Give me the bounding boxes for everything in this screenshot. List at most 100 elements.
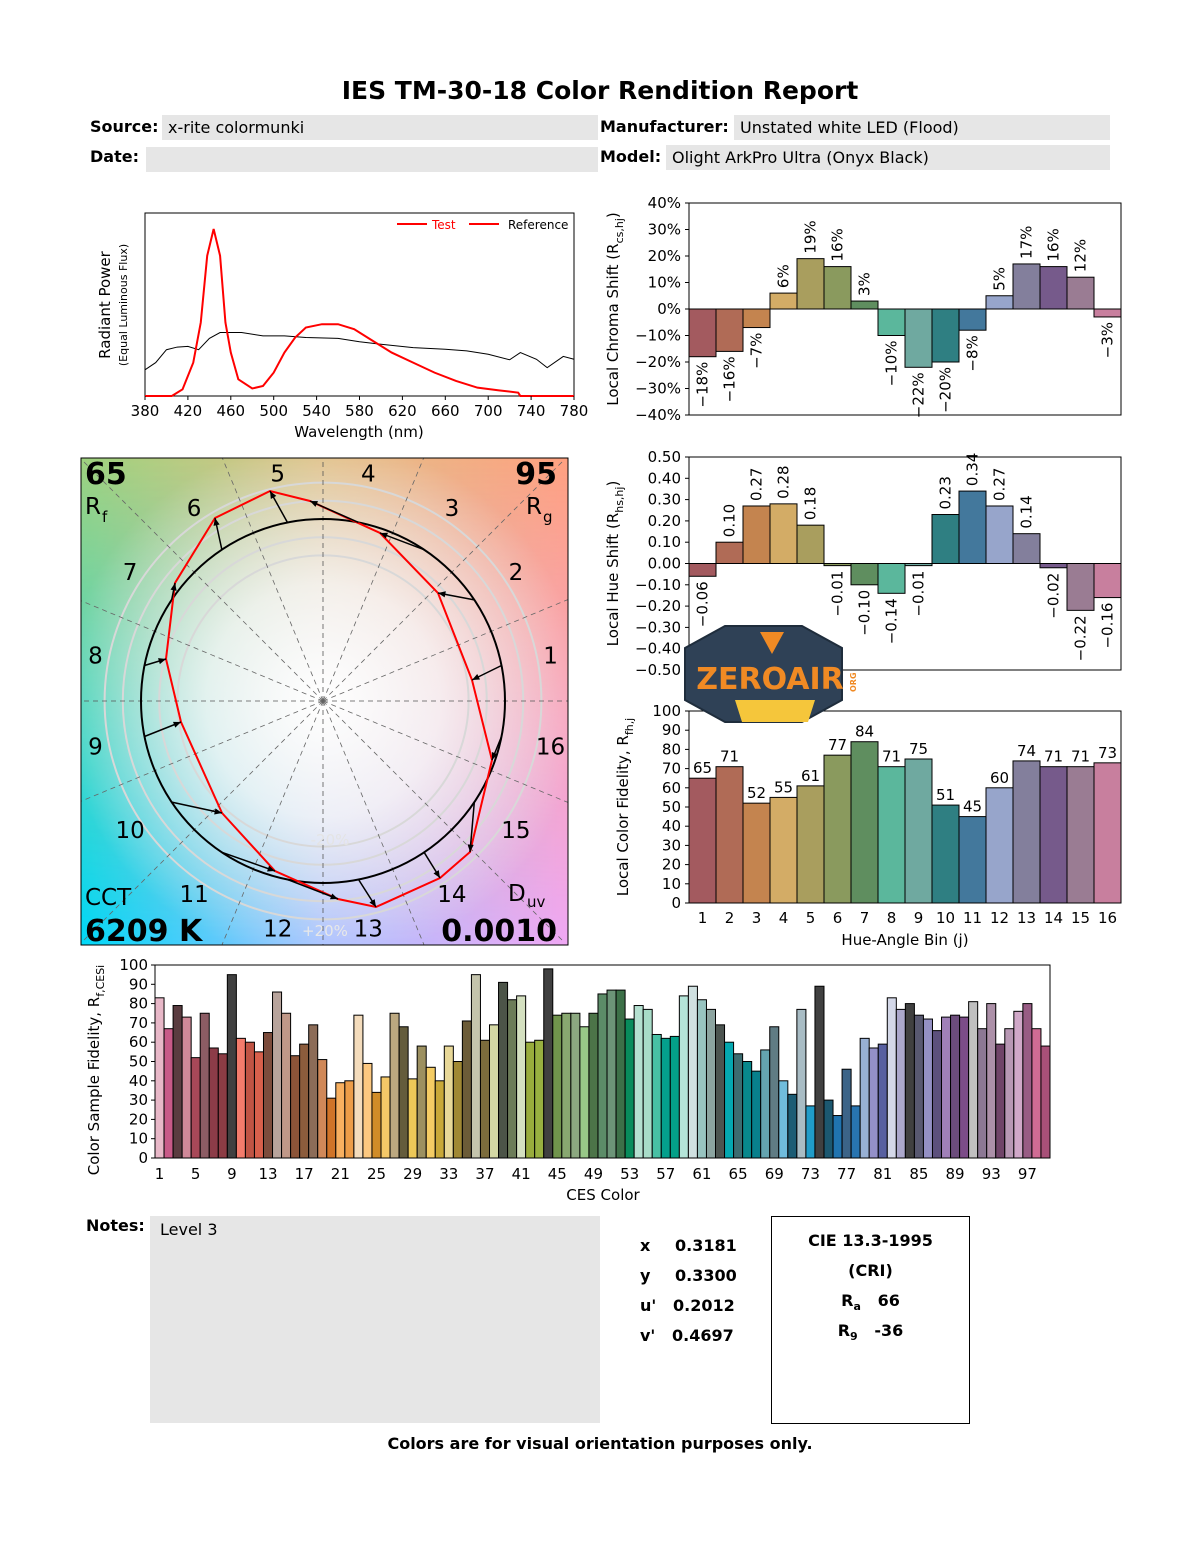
- x-tick-label: 420: [174, 402, 203, 420]
- y-tick-label: 0.20: [648, 512, 681, 530]
- model-label: Model:: [600, 147, 662, 166]
- manufacturer-label: Manufacturer:: [600, 117, 729, 136]
- x-tick-label: 45: [548, 1165, 567, 1183]
- y-axis-label: Color Sample Fidelity, Rf,CESi: [85, 965, 107, 1176]
- x-tick-label: 12: [990, 909, 1009, 927]
- y-tick-label: 70: [662, 760, 681, 778]
- y-tick-label: 90: [662, 721, 681, 739]
- u-prime-label: u': [640, 1296, 657, 1315]
- arrow-head: [467, 844, 474, 852]
- bar-bin-12: [985, 295, 1014, 310]
- date-label: Date:: [90, 147, 139, 166]
- bar-bin-2: [715, 766, 744, 904]
- ces-bar-88: [941, 1016, 952, 1159]
- x-tick-label: 660: [431, 402, 460, 420]
- x-tick-label: 69: [765, 1165, 784, 1183]
- y-tick-label: 10: [129, 1130, 148, 1148]
- y-tick-label: 10: [662, 875, 681, 893]
- bar-bin-11: [958, 308, 987, 331]
- rf-label: R: [85, 494, 101, 520]
- ces-bar-58: [669, 1035, 680, 1159]
- arrow-head: [433, 870, 440, 878]
- bin-label: 14: [437, 882, 466, 908]
- y-tick-label: 30: [129, 1091, 148, 1109]
- x-tick-label: 740: [517, 402, 546, 420]
- reference-circle: [140, 518, 506, 884]
- y-tick-label: 60: [129, 1033, 148, 1051]
- y-tick-label: 40: [662, 817, 681, 835]
- ces-bar-71: [787, 1093, 798, 1159]
- y-tick-label: 20: [129, 1110, 148, 1128]
- x-tick-label: 21: [331, 1165, 350, 1183]
- ces-bar-98: [1031, 1028, 1042, 1159]
- ces-bar-76: [832, 1115, 843, 1159]
- bar-bin-16: [1093, 762, 1122, 904]
- y-tick-label: −10%: [635, 327, 681, 345]
- x-tick-label: 9: [227, 1165, 237, 1183]
- bar-bin-13: [1012, 760, 1041, 904]
- y-tick-label: −20%: [635, 353, 681, 371]
- x-tick-label: 77: [837, 1165, 856, 1183]
- v-prime-value: 0.4697: [672, 1326, 734, 1345]
- ces-bar-63: [715, 1024, 726, 1159]
- bar-bin-15: [1066, 276, 1095, 310]
- ces-bar-90: [959, 1016, 970, 1159]
- y-tick-label: 80: [129, 995, 148, 1013]
- y-axis-label-sub: fh,j: [623, 718, 636, 735]
- y-axis-label-end: ): [604, 212, 622, 218]
- ces-bar-82: [886, 997, 897, 1159]
- bar-bin-7: [850, 300, 879, 310]
- y-tick-label: −0.50: [635, 661, 681, 679]
- bar-value-label: −0.01: [910, 571, 928, 617]
- x-tick-label: 1: [698, 909, 708, 927]
- bin-divider: [221, 458, 324, 702]
- bar-value-label: 52: [747, 784, 766, 802]
- ces-bar-67: [751, 1070, 762, 1159]
- x-tick-label: 97: [1018, 1165, 1037, 1183]
- x-tick-label: 37: [475, 1165, 494, 1183]
- ces-bar-33: [443, 1045, 454, 1159]
- bar-bin-12: [985, 787, 1014, 904]
- bar-bin-10: [931, 308, 960, 363]
- ces-bar-23: [353, 1014, 364, 1159]
- bin-label: 6: [187, 496, 202, 522]
- ces-bar-61: [696, 999, 707, 1159]
- y-axis-label-sub: hs,hj: [613, 487, 626, 513]
- ces-bar-57: [660, 1037, 671, 1159]
- arrow-head: [158, 658, 166, 665]
- model-field: Olight ArkPro Ultra (Onyx Black): [666, 145, 1110, 170]
- rg-value: 95: [515, 457, 557, 492]
- bin-label: 4: [361, 461, 376, 487]
- x-tick-label: 73: [801, 1165, 820, 1183]
- y-tick-label: −0.30: [635, 618, 681, 636]
- ces-bar-97: [1022, 1003, 1033, 1159]
- ces-bar-87: [931, 1030, 943, 1159]
- bar-value-label: −10%: [883, 341, 901, 387]
- bin-label: 12: [263, 917, 292, 943]
- ces-bar-64: [724, 1041, 735, 1159]
- bar-value-label: 0.14: [1018, 495, 1036, 528]
- r9-sub: 9: [850, 1330, 858, 1344]
- y-tick-label: −0.20: [635, 597, 681, 615]
- x-axis-label: Wavelength (nm): [294, 423, 424, 441]
- bar-bin-16: [1093, 308, 1122, 318]
- r9-label: R: [837, 1321, 851, 1340]
- y-tick-label: 40: [129, 1072, 148, 1090]
- ces-bar-81: [877, 1043, 888, 1159]
- ces-bar-21: [335, 1082, 346, 1159]
- bar-bin-10: [931, 804, 960, 904]
- y-axis-label: Radiant Power: [96, 250, 114, 359]
- ces-bar-79: [859, 1037, 870, 1159]
- bar-value-label: 73: [1098, 744, 1117, 762]
- bar-bin-8: [877, 563, 906, 594]
- notes-field: Level 3: [150, 1216, 600, 1423]
- ces-bar-13: [262, 1032, 274, 1159]
- ces-bar-49: [588, 1012, 599, 1159]
- ces-bar-91: [968, 1001, 979, 1159]
- ces-bar-46: [561, 1012, 572, 1159]
- bar-bin-16: [1093, 563, 1122, 599]
- x-tick-label: 8: [887, 909, 897, 927]
- ces-bar-7: [208, 1047, 219, 1159]
- cct-label: CCT: [85, 885, 132, 911]
- x-tick-label: 9: [914, 909, 924, 927]
